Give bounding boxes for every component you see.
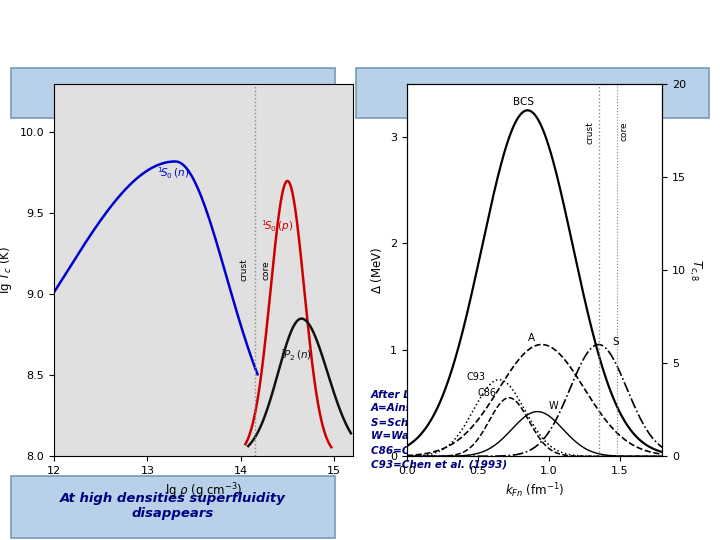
Text: A: A [528,333,536,343]
Text: W: W [549,401,559,411]
Text: BCS: BCS [513,97,534,107]
X-axis label: $k_{Fn}$ (fm$^{-1}$): $k_{Fn}$ (fm$^{-1}$) [505,482,564,500]
Text: $\Delta_0 \sim 1\,\mathrm{MeV}$: $\Delta_0 \sim 1\,\mathrm{MeV}$ [407,85,483,101]
Text: SUPERFLUIDITY IN NEUTRON STARS: SUPERFLUIDITY IN NEUTRON STARS [137,13,583,33]
X-axis label: lg $\rho$ (g cm$^{-3}$): lg $\rho$ (g cm$^{-3}$) [165,482,242,501]
Text: crust: crust [239,259,248,281]
Text: $^3\!P_2\,(n)$: $^3\!P_2\,(n)$ [280,348,312,363]
Y-axis label: lg $T_c$ (K): lg $T_c$ (K) [0,246,14,294]
Text: $^1\!S_0\,(n)$: $^1\!S_0\,(n)$ [157,166,189,181]
Text: crust: crust [585,121,594,144]
FancyBboxPatch shape [356,68,709,118]
Text: C86: C86 [478,388,497,397]
Text: $T_c \sim 10^{10}\,\mathrm{K}$: $T_c \sim 10^{10}\,\mathrm{K}$ [547,82,623,103]
Text: C93: C93 [467,372,485,382]
FancyBboxPatch shape [11,68,335,118]
Y-axis label: $T_{c,8}$: $T_{c,8}$ [686,259,703,281]
Text: core: core [620,121,629,140]
FancyBboxPatch shape [11,476,335,537]
Text: S: S [613,336,619,347]
Text: Density dependence of the gap: Density dependence of the gap [55,86,290,99]
Text: After Lombardo & Schulze (2001)
A=Ainsworth, Wambach, Pines (1989)
S=Schulze et : After Lombardo & Schulze (2001) A=Ainswo… [371,389,595,469]
Y-axis label: $\Delta$ (MeV): $\Delta$ (MeV) [369,246,384,294]
Text: $^1\!S_0\,(p)$: $^1\!S_0\,(p)$ [261,218,294,233]
Text: core: core [261,260,270,280]
Text: At high densities superfluidity
disappears: At high densities superfluidity disappea… [60,492,286,521]
